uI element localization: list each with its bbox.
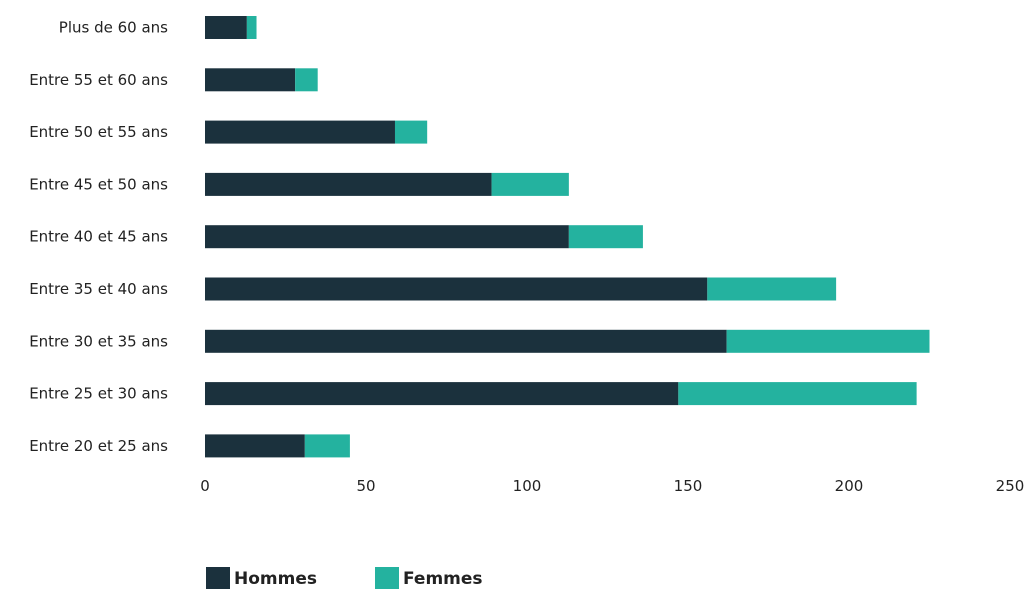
bar-segment-hommes [205,382,679,406]
legend-swatch-femmes [375,567,399,589]
x-axis-tick-labels: 0 50 100 150 200 250 [200,477,1024,495]
category-label: Entre 45 et 50 ans [29,175,168,193]
bar-segment-hommes [205,277,708,301]
bar-segment-hommes [205,225,569,249]
category-label: Entre 30 et 35 ans [29,332,168,350]
x-tick-label: 250 [996,477,1025,495]
bar-segment-femmes [246,16,257,39]
bar-segment-femmes [394,120,428,144]
bar-segment-femmes [726,329,930,353]
x-tick-label: 50 [356,477,375,495]
bar-segment-femmes [491,172,569,196]
legend-label-hommes: Hommes [234,569,317,589]
bar-segment-hommes [205,16,247,39]
category-label: Entre 50 et 55 ans [29,123,168,141]
category-label: Plus de 60 ans [59,19,168,37]
bar-segment-hommes [205,172,492,196]
category-labels: Plus de 60 ans Entre 55 et 60 ans Entre 50… [29,19,168,455]
category-label: Entre 35 et 40 ans [29,280,168,298]
category-label: Entre 55 et 60 ans [29,71,168,89]
bar-segment-hommes [205,329,727,353]
bar-segment-hommes [205,120,395,144]
legend-swatch-hommes [206,567,230,589]
x-tick-label: 100 [513,477,542,495]
category-label: Entre 40 et 45 ans [29,228,168,246]
bar-segment-femmes [295,68,318,92]
bar-segment-femmes [568,225,643,249]
category-label: Entre 20 et 25 ans [29,437,168,455]
bar-segment-hommes [205,434,305,458]
bar-segment-femmes [304,434,350,458]
x-tick-label: 150 [674,477,703,495]
category-label: Entre 25 et 30 ans [29,385,168,403]
legend: Hommes Femmes [206,567,483,589]
x-tick-label: 0 [200,477,210,495]
bar-segment-femmes [678,382,917,406]
bars-group [205,16,930,458]
bar-segment-femmes [707,277,837,301]
bar-segment-hommes [205,68,296,92]
x-tick-label: 200 [835,477,864,495]
legend-label-femmes: Femmes [403,569,483,589]
